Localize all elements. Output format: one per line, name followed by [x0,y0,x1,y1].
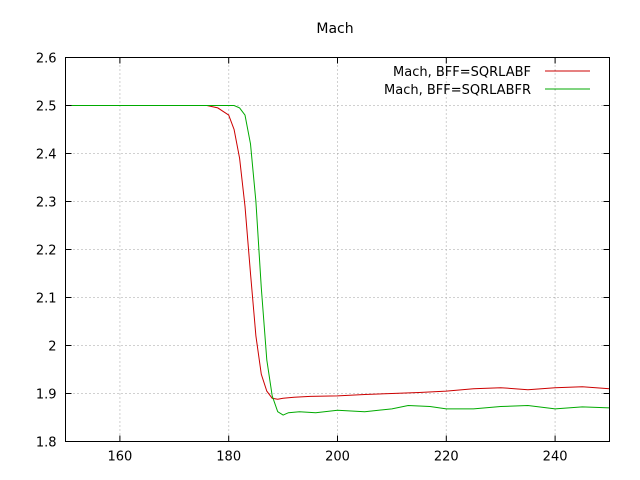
y-tick-label: 2.5 [36,100,57,115]
x-tick-label: 220 [434,450,459,465]
legend-label-1: Mach, BFF=SQRLABF [393,65,531,80]
x-tick-label: 180 [216,450,241,465]
y-tick-label: 2.2 [36,244,57,259]
x-tick-label: 200 [325,450,350,465]
grid [65,57,610,442]
y-tick-label: 2.4 [36,148,57,163]
legend: Mach, BFF=SQRLABF Mach, BFF=SQRLABFR [384,65,590,98]
series-line-1 [65,105,610,400]
x-tick-label: 240 [543,450,568,465]
y-tick-label: 1.8 [36,436,57,451]
y-tick-label: 2.6 [36,52,57,67]
axes: 160 180 200 220 240 1.8 1.9 2 2.1 2.2 2.3 2.4 2.5 2.6 [36,52,610,465]
series-line-2 [65,105,610,416]
y-tick-label: 2.1 [36,292,57,307]
x-tick-label: 160 [107,450,132,465]
series-layer [65,105,610,416]
y-tick-label: 2 [48,340,56,355]
legend-label-2: Mach, BFF=SQRLABFR [384,83,531,98]
y-tick-label: 2.3 [36,196,57,211]
chart-title: Mach [316,21,353,37]
y-tick-label: 1.9 [36,388,57,403]
